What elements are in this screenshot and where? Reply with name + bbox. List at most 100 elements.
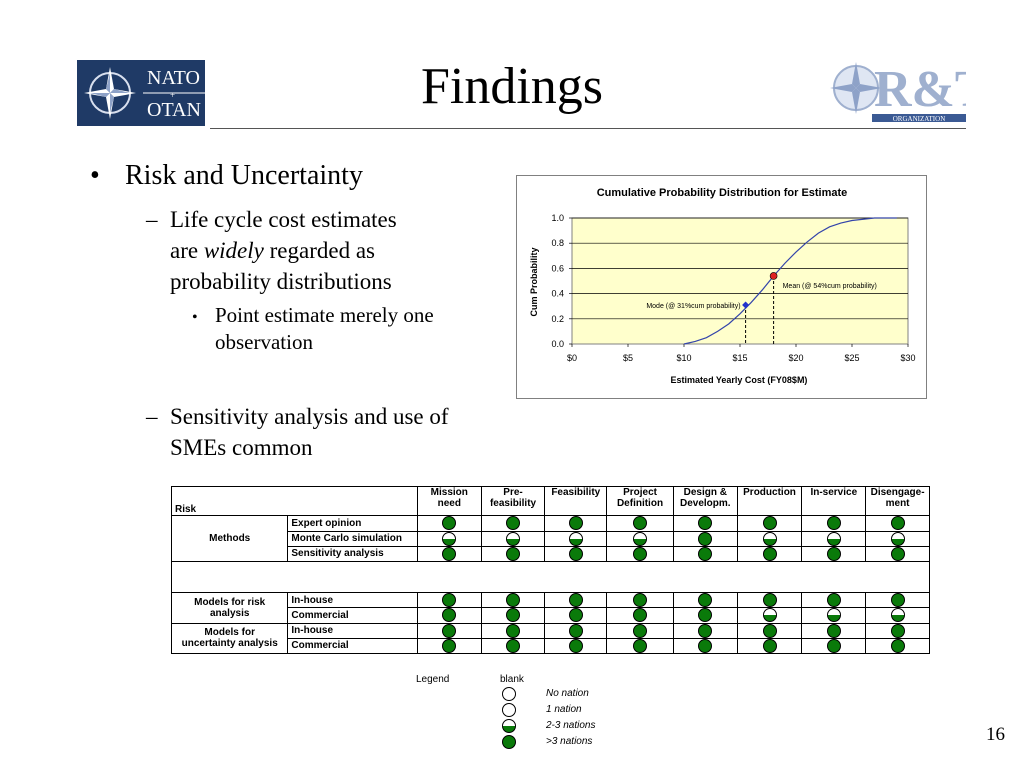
risk-header: Risk [171,485,418,517]
legend-title: Legend [416,674,450,685]
chart-ylabel: Cum Probability [529,247,539,316]
rating-cell [865,607,930,624]
rating-cell [606,607,674,624]
rating-three-icon [506,516,521,531]
rating-cell [736,515,803,532]
rating-cell [416,592,482,609]
rating-cell [865,622,930,639]
rating-three-icon [568,608,583,623]
rating-three-icon [890,623,905,638]
table-row: Models for risk analysis In-house [170,592,930,624]
bullet-dot-icon: • [90,160,100,191]
rating-cell [544,592,608,609]
rating-cell [865,592,930,609]
row-label: Expert opinion [287,515,418,532]
y-tick-label: 1.0 [551,213,564,223]
row-label: Monte Carlo simulation [287,530,418,547]
rating-three-icon [890,593,905,608]
rating-cell [480,545,546,562]
phase-header: Disengage-ment [865,485,930,517]
rating-three-icon [698,623,713,638]
rating-cell [544,607,608,624]
rating-cell [606,530,674,547]
y-tick-label: 0.4 [551,289,564,299]
rating-three-icon [698,638,713,653]
rating-three-icon [826,516,841,531]
svg-text:+: + [170,90,175,100]
rating-three-icon [568,546,583,561]
row-label: In-house [287,592,418,609]
cdf-chart: Cumulative Probability Distribution for … [516,175,927,399]
legend-item-label: No nation [546,688,589,699]
rating-cell [801,592,867,609]
risk-methods-table: Risk Mission need Pre-feasibility Feasibilit… [170,485,930,655]
rating-three-icon [442,608,457,623]
rating-cell [480,607,546,624]
rating-three-icon [442,638,457,653]
rating-three-icon [698,546,713,561]
rating-cell [801,545,867,562]
rating-cell [801,515,867,532]
rating-cell [801,622,867,639]
rating-cell [672,637,738,655]
sub-bullet-line: are [170,238,204,263]
group-label: Models for uncertainty analysis [170,622,289,655]
cdf-chart-svg: Cumulative Probability Distribution for … [529,187,916,385]
rating-cell [672,607,738,624]
page-number: 16 [986,724,1005,745]
rating-cell [672,622,738,639]
rating-cell [672,592,738,609]
phase-header: Production [736,485,803,517]
y-tick-label: 0.2 [551,314,564,324]
nato-label: NATO [147,67,200,89]
rating-cell [672,515,738,532]
x-tick-label: $15 [732,353,747,363]
rating-three-icon [890,638,905,653]
x-tick-label: $5 [623,353,633,363]
rating-cell [736,530,803,547]
rating-cell [801,637,867,655]
phase-header: Mission need [416,485,482,517]
rating-two-icon [568,531,583,546]
rating-three-icon [698,531,713,546]
rating-three-icon [506,546,521,561]
rating-cell [416,622,482,639]
rating-cell [606,622,674,639]
phase-header: Pre-feasibility [480,485,546,517]
legend-item-label: >3 nations [546,736,593,747]
sub-bullet-line: regarded as [263,238,375,263]
rating-cell [865,515,930,532]
rating-cell [544,545,608,562]
dash-icon: – [146,207,158,232]
rating-two-icon [506,531,521,546]
rating-three-icon [442,516,457,531]
rating-three-icon [698,516,713,531]
table-row: Monte Carlo simulation [172,530,930,547]
phase-header: In-service [801,485,867,517]
rating-three-icon [762,546,777,561]
rating-three-icon [826,546,841,561]
chart-title: Cumulative Probability Distribution for … [597,187,848,199]
rating-three-icon [633,638,648,653]
rating-three-icon [762,623,777,638]
sub-bullet-line: Life cycle cost estimates [170,207,397,232]
page-title: Findings [420,58,604,115]
legend-blank-label: blank [500,674,524,685]
row-label: In-house [287,622,418,639]
sub-bullet-line: probability distributions [170,269,392,294]
legend-item: No nation [502,687,702,702]
legend-item: 2-3 nations [502,719,702,734]
table-spacer [171,560,930,594]
y-tick-label: 0.8 [551,238,564,248]
legend-three-icon [502,735,516,749]
rating-cell [416,607,482,624]
bullet-text: Risk and Uncertainty [125,160,363,191]
rating-cell [672,545,738,562]
rating-cell [480,637,546,655]
legend-item: >3 nations [502,735,702,750]
rating-three-icon [442,546,457,561]
cdf-series-line [683,217,897,345]
rating-two-icon [762,531,777,546]
rating-cell [416,515,482,532]
rating-three-icon [890,546,905,561]
